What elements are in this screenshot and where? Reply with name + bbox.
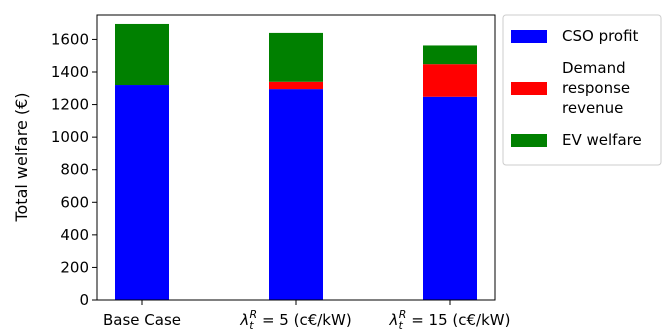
y-tick-label: 600: [60, 193, 89, 211]
y-tick-label: 800: [60, 161, 89, 179]
bars-group: [115, 23, 477, 301]
bar-cso-profit-2: [423, 96, 477, 300]
legend-label: EV welfare: [562, 131, 642, 149]
y-axis-title: Total welfare (€): [12, 92, 31, 222]
bar-ev-welfare-1: [269, 32, 323, 82]
bar-ev-welfare-2: [423, 45, 477, 65]
x-axis: Base Case λtR = 5 (c€/kW) λtR = 15 (c€/kW): [103, 300, 510, 332]
legend-box: [502, 14, 662, 166]
bar-demand-response-revenue-2: [423, 64, 477, 97]
y-tick-label: 1000: [51, 128, 89, 146]
y-tick-label: 0: [79, 291, 89, 309]
legend-label: Demand response revenue: [562, 59, 630, 117]
legend-swatch: [511, 30, 547, 43]
y-tick-label: 1400: [51, 63, 89, 81]
legend-swatch: [511, 134, 547, 147]
legend-label: CSO profit: [562, 27, 639, 45]
x-tick-label: λtR = 15 (c€/kW): [389, 308, 511, 332]
y-tick-label: 1200: [51, 96, 89, 114]
y-tick-label: 400: [60, 226, 89, 244]
bar-cso-profit-0: [115, 85, 169, 301]
x-tick-label: λtR = 5 (c€/kW): [239, 308, 351, 332]
legend-swatch: [511, 82, 547, 95]
bar-ev-welfare-0: [115, 23, 169, 86]
y-tick-label: 1600: [51, 30, 89, 48]
y-axis: 0 200 400 600 800 1000 1200 1400 1600: [51, 30, 97, 309]
legend: CSO profit Demand response revenue EV welfar…: [502, 14, 662, 166]
bar-demand-response-revenue-1: [269, 81, 323, 90]
x-tick-label: Base Case: [103, 311, 181, 329]
bar-cso-profit-1: [269, 89, 323, 300]
y-tick-label: 200: [60, 258, 89, 276]
